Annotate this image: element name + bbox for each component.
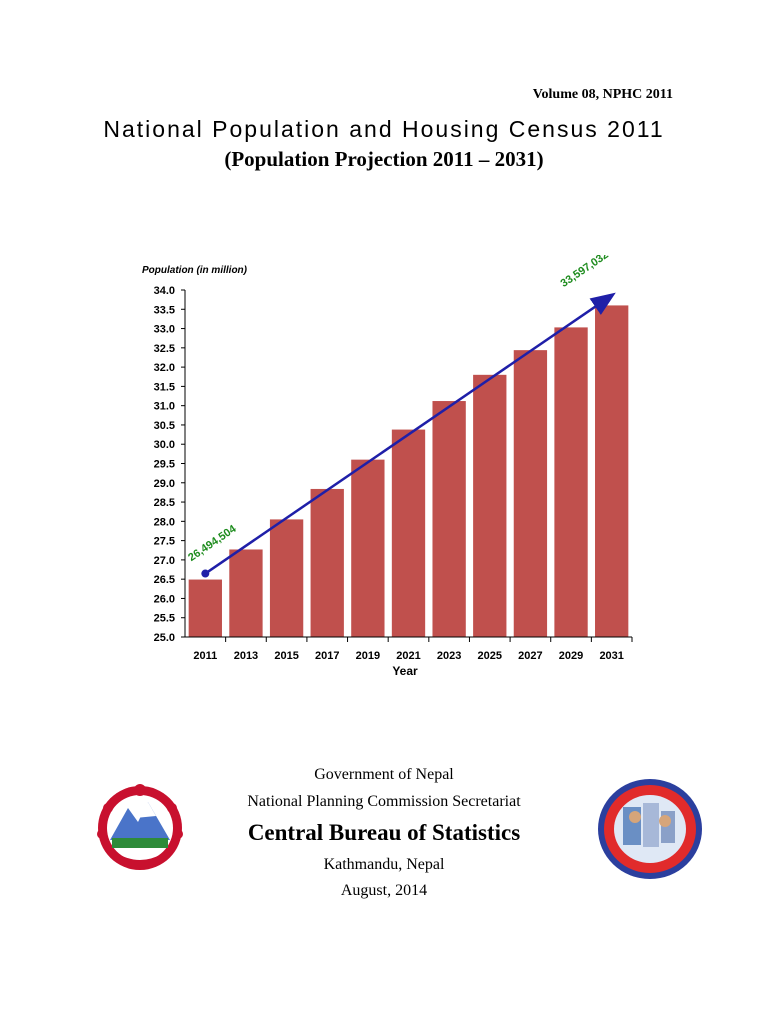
x-axis: 2011 2013 2015 2017 2019 2021 2023 2025 2027 2029… [185, 636, 633, 662]
y-tick-label: 33.0 [154, 324, 175, 336]
bar-2019 [351, 459, 385, 637]
bar-2013 [229, 549, 263, 637]
y-tick-label: 31.5 [154, 381, 175, 393]
bar-2015 [269, 519, 304, 637]
x-tick-label-2021: 2021 [396, 650, 420, 662]
census-100-years-seal-icon [598, 779, 702, 879]
y-tick-label: 32.0 [154, 362, 175, 374]
x-tick-label-2015: 2015 [274, 650, 298, 662]
bar-2021 [391, 429, 426, 637]
publication-date: August, 2014 [340, 882, 428, 899]
y-tick-label: 27.5 [154, 536, 175, 548]
volume-label: Volume 08, NPHC 2011 [532, 87, 673, 102]
commission-name: National Planning Commission Secretariat [247, 793, 521, 810]
y-tick-label: 26.5 [154, 574, 175, 586]
y-tick-label: 27.0 [154, 555, 175, 567]
bars [188, 305, 629, 637]
bar-2029 [554, 327, 588, 637]
y-tick-label: 33.5 [154, 304, 175, 316]
y-tick-label: 30.0 [154, 439, 175, 451]
document-subtitle: (Population Projection 2011 – 2031) [224, 147, 544, 171]
y-tick-label: 25.0 [154, 632, 175, 644]
annotation-2031: 33,597,032 [559, 255, 611, 290]
nepal-coat-of-arms-icon [97, 784, 183, 870]
bar-2017 [310, 488, 344, 637]
bar-2025 [473, 374, 507, 637]
x-tick-label-2011: 2011 [193, 650, 217, 662]
x-tick-label-2017: 2017 [315, 650, 339, 662]
y-tick-label: 32.5 [154, 343, 175, 355]
y-axis-label: Population (in million) [142, 265, 248, 276]
y-tick-label: 31.0 [154, 401, 175, 413]
y-axis: 25.0 25.5 26.0 26.5 27.0 27.5 28.0 28.5 29.0 29.5… [154, 285, 186, 644]
x-tick-label-2013: 2013 [234, 650, 258, 662]
trend-start-point [201, 569, 210, 578]
trend-line [204, 292, 616, 575]
document-title: National Population and Housing Census 2… [103, 116, 665, 142]
location: Kathmandu, Nepal [323, 856, 445, 873]
bar-2023 [432, 401, 466, 637]
y-tick-label: 30.5 [154, 420, 175, 432]
x-tick-label-2023: 2023 [437, 650, 461, 662]
x-tick-label-2027: 2027 [518, 650, 542, 662]
government-name: Government of Nepal [314, 766, 454, 783]
bureau-name: Central Bureau of Statistics [247, 820, 521, 845]
y-tick-label: 34.0 [154, 285, 175, 297]
x-tick-label-2029: 2029 [559, 650, 583, 662]
y-tick-label: 26.0 [154, 593, 175, 605]
y-tick-label: 28.5 [154, 497, 175, 509]
bar-2011 [188, 579, 222, 637]
bar-2031 [595, 305, 629, 637]
x-tick-label-2025: 2025 [478, 650, 502, 662]
x-tick-label-2031: 2031 [599, 650, 623, 662]
bar-2027 [513, 350, 548, 637]
population-projection-chart: Population (in million) 25.0 25.5 26.0 26.5… [142, 255, 633, 678]
x-tick-label-2019: 2019 [356, 650, 380, 662]
y-tick-label: 29.0 [154, 478, 175, 490]
y-tick-label: 29.5 [154, 459, 175, 471]
y-tick-label: 28.0 [154, 516, 175, 528]
y-tick-label: 25.5 [154, 613, 175, 625]
x-axis-label: Year [392, 664, 418, 678]
